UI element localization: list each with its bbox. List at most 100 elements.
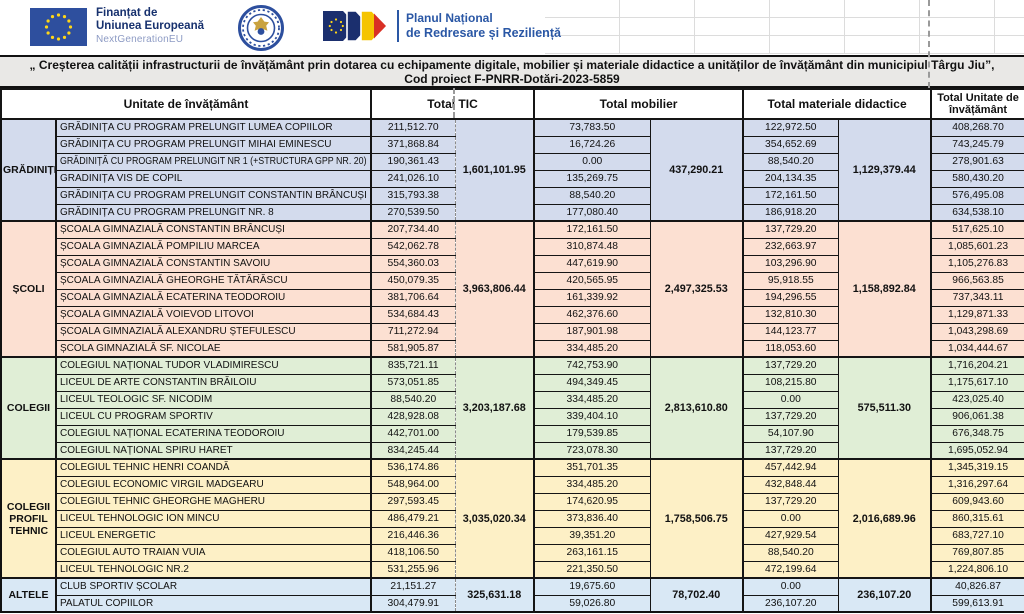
tic-value-cell: 581,905.87 — [370, 339, 456, 358]
mobilier-group-total-cell: 1,758,506.75 — [649, 458, 744, 579]
mobilier-value-cell: 161,339.92 — [533, 288, 651, 307]
tic-value-cell: 531,255.96 — [370, 560, 456, 579]
mobilier-value-cell: 187,901.98 — [533, 322, 651, 341]
tic-value-cell: 207,734.40 — [370, 220, 456, 239]
mobilier-value-cell: 334,485.20 — [533, 339, 651, 358]
tic-value-cell: 542,062.78 — [370, 237, 456, 256]
table-row: ȘCOALA GIMNAZIALĂ GHEORGHE TĂTĂRĂSCU 450,… — [1, 271, 1024, 290]
mobilier-value-cell: 420,565.95 — [533, 271, 651, 290]
mobilier-value-cell: 174,620.95 — [533, 492, 651, 511]
materiale-group-total-cell: 236,107.20 — [837, 577, 932, 613]
table-row: LICEUL TEHNOLOGIC ION MINCU 486,479.21 373… — [1, 509, 1024, 528]
tic-value-cell: 211,512.70 — [370, 118, 456, 137]
unit-name-cell: LICEUL TEHNOLOGIC ION MINCU — [55, 509, 373, 528]
table-row: COLEGIUL TEHNIC GHEORGHE MAGHERU 297,593.… — [1, 492, 1024, 511]
unit-total-cell: 966,563.85 — [930, 271, 1024, 290]
mobilier-value-cell: 723,078.30 — [533, 441, 651, 460]
materiale-value-cell: 472,199.64 — [742, 560, 839, 579]
funding-table: Unitate de învățământ Total TIC Total mo… — [0, 88, 1024, 613]
tic-group-total-cell: 1,601,101.95 — [454, 118, 535, 222]
tic-value-cell: 450,079.35 — [370, 271, 456, 290]
unit-name-cell: GRĂDINIȚĂ CU PROGRAM PRELUNGIT NR 1 (+ST… — [55, 152, 373, 171]
tic-group-total-cell: 3,963,806.44 — [454, 220, 535, 358]
mobilier-value-cell: 221,350.50 — [533, 560, 651, 579]
tic-value-cell: 304,479.91 — [370, 594, 456, 613]
unit-name-cell-text: LICEUL TEHNOLOGIC ION MINCU — [60, 513, 220, 524]
unit-total-cell: 423,025.40 — [930, 390, 1024, 409]
tic-value-cell: 216,446.36 — [370, 526, 456, 545]
table-row: ȘCOALA GIMNAZIALĂ CONSTANTIN SAVOIU 554,3… — [1, 254, 1024, 273]
unit-name-cell-text: COLEGIUL NAȚIONAL TUDOR VLADIMIRESCU — [60, 360, 279, 372]
unit-name-cell: COLEGIUL TEHNIC GHEORGHE MAGHERU — [55, 492, 373, 511]
mobilier-value-cell: 172,161.50 — [533, 220, 651, 239]
unit-name-cell-text: ȘCOALA GIMNAZIALĂ CONSTANTIN BRÂNCUȘI — [60, 224, 285, 236]
materiale-value-cell: 137,729.20 — [742, 492, 839, 511]
unit-name-cell-text: ȘCOALA GIMNAZIALĂ ALEXANDRU ȘTEFULESCU — [60, 326, 296, 337]
mobilier-value-cell: 494,349.45 — [533, 373, 651, 392]
unit-name-cell-text: GRĂDINIȚA CU PROGRAM PRELUNGIT CONSTANTI… — [60, 190, 367, 201]
tic-value-cell: 534,684.43 — [370, 305, 456, 324]
mobilier-value-cell: 39,351.20 — [533, 526, 651, 545]
tic-value-cell: 297,593.45 — [370, 492, 456, 511]
mobilier-value-cell: 351,701.35 — [533, 458, 651, 477]
mobilier-value-cell: 16,724.26 — [533, 135, 651, 154]
unit-name-cell-text: LICEUL TEOLOGIC SF. NICODIM — [60, 394, 213, 405]
unit-name-cell-text: COLEGIUL AUTO TRAIAN VUIA — [60, 547, 206, 558]
pnrr-logo-line2: de Redresare și Reziliență — [406, 26, 561, 40]
unit-total-cell: 517,625.10 — [930, 220, 1024, 239]
materiale-value-cell: 144,123.77 — [742, 322, 839, 341]
unit-name-cell-text: ȘCOLA GIMNAZIALĂ SF. NICOLAE — [60, 342, 221, 354]
unit-name-cell: ȘCOALA GIMNAZIALĂ ECATERINA TEODOROIU — [55, 288, 373, 307]
page-break-line — [453, 88, 455, 118]
unit-total-cell: 1,105,276.83 — [930, 254, 1024, 273]
eu-funding-logo: Finanțat de Uniunea Europeană NextGenera… — [30, 7, 204, 46]
materiale-value-cell: 54,107.90 — [742, 424, 839, 443]
unit-total-cell: 1,224,806.10 — [930, 560, 1024, 579]
unit-name-cell: GRĂDINIȚA CU PROGRAM PRELUNGIT NR. 8 — [55, 203, 373, 222]
unit-total-cell: 1,716,204.21 — [930, 356, 1024, 375]
unit-name-cell: ȘCOALA GIMNAZIALĂ CONSTANTIN BRÂNCUȘI — [55, 220, 373, 239]
table-row: GRĂDINIȚE GRĂDINIȚA CU PROGRAM PRELUNGIT … — [0, 118, 1024, 222]
mobilier-group-total-cell: 437,290.21 — [649, 118, 744, 222]
col-header-unit: Unitate de învățământ — [0, 88, 373, 120]
materiale-value-cell: 122,972.50 — [742, 118, 839, 137]
pnrr-logo-divider — [397, 10, 399, 42]
tic-value-cell: 190,361.43 — [370, 152, 456, 171]
unit-total-cell: 906,061.38 — [930, 407, 1024, 426]
tic-value-cell: 241,026.10 — [370, 169, 456, 188]
table-row: COLEGIUL AUTO TRAIAN VUIA 418,106.50 263,1… — [1, 543, 1024, 562]
mobilier-group-total-cell: 2,497,325.53 — [649, 220, 744, 358]
mobilier-group-total-cell: 2,813,610.80 — [649, 356, 744, 460]
tic-value-cell: 88,540.20 — [370, 390, 456, 409]
mobilier-value-cell: 19,675.60 — [533, 577, 651, 596]
materiale-value-cell: 236,107.20 — [742, 594, 839, 613]
unit-name-cell-text: GRADINIȚA VIS DE COPIL — [60, 173, 183, 184]
mobilier-value-cell: 73,783.50 — [533, 118, 651, 137]
unit-name-cell-text: ȘCOALA GIMNAZIALĂ VOIEVOD LITOVOI — [60, 309, 254, 320]
mobilier-value-cell: 334,485.20 — [533, 390, 651, 409]
table-row: COLEGIUL ECONOMIC VIRGIL MADGEARU 548,964… — [1, 475, 1024, 494]
unit-name-cell: PALATUL COPIILOR — [55, 594, 373, 613]
group-label: COLEGII PROFIL TEHNIC — [0, 458, 57, 579]
unit-name-cell-text: COLEGIUL NAȚIONAL SPIRU HARET — [60, 444, 233, 456]
materiale-value-cell: 118,053.60 — [742, 339, 839, 358]
unit-name-cell-text: ȘCOALA GIMNAZIALĂ CONSTANTIN SAVOIU — [60, 258, 271, 269]
unit-total-cell: 1,345,319.15 — [930, 458, 1024, 477]
table-row: COLEGIUL NAȚIONAL SPIRU HARET 834,245.44 7… — [1, 441, 1024, 460]
materiale-value-cell: 0.00 — [742, 577, 839, 596]
unit-total-cell: 634,538.10 — [930, 203, 1024, 222]
unit-name-cell: CLUB SPORTIV ȘCOLAR — [55, 577, 373, 596]
logo-band: Finanțat de Uniunea Europeană NextGenera… — [0, 0, 1024, 88]
unit-name-cell-text: CLUB SPORTIV ȘCOLAR — [60, 581, 178, 593]
tic-value-cell: 315,793.38 — [370, 186, 456, 205]
materiale-value-cell: 204,134.35 — [742, 169, 839, 188]
mobilier-value-cell: 310,874.48 — [533, 237, 651, 256]
tic-value-cell: 554,360.03 — [370, 254, 456, 273]
unit-name-cell-text: GRĂDINIȚĂ CU PROGRAM PRELUNGIT NR 1 (+ST… — [60, 156, 367, 167]
mobilier-value-cell: 135,269.75 — [533, 169, 651, 188]
unit-total-cell: 1,695,052.94 — [930, 441, 1024, 460]
mobilier-value-cell: 742,753.90 — [533, 356, 651, 375]
unit-total-cell: 408,268.70 — [930, 118, 1024, 137]
unit-total-cell: 1,175,617.10 — [930, 373, 1024, 392]
col-header-materiale: Total materiale didactice — [742, 88, 933, 120]
